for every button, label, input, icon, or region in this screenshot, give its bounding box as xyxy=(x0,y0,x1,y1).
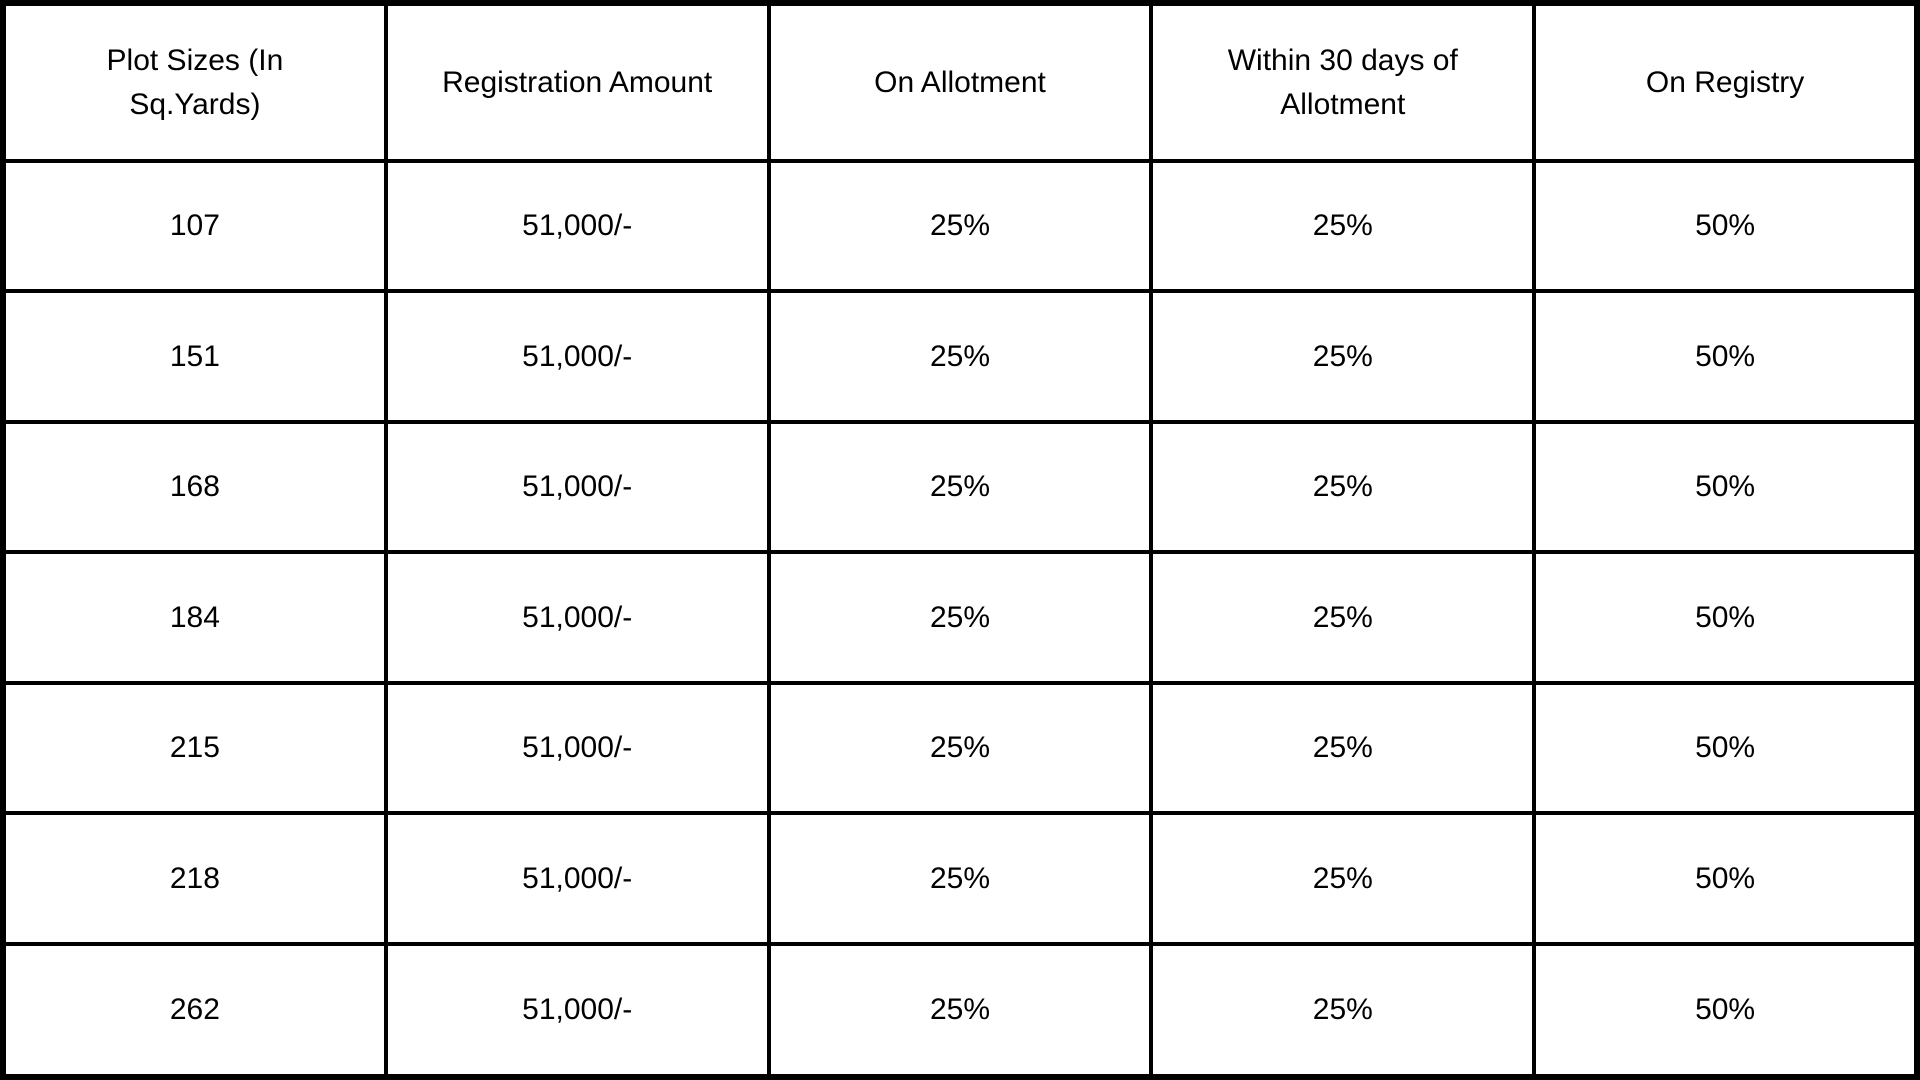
cell-on-allotment: 25% xyxy=(766,941,1154,1080)
cell-on-registry: 50% xyxy=(1532,158,1919,294)
cell-within-30-days: 25% xyxy=(1149,158,1537,294)
cell-registration-amount: 51,000/- xyxy=(383,289,771,424)
table-row: 184 51,000/- 25% 25% 50% xyxy=(1,550,1919,685)
cell-plot-size: 262 xyxy=(1,941,388,1080)
cell-registration-amount: 51,000/- xyxy=(383,680,771,816)
cell-within-30-days: 25% xyxy=(1149,419,1537,555)
column-header-within-30-days: Within 30 days of Allotment xyxy=(1149,1,1537,163)
cell-plot-size: 218 xyxy=(1,811,388,946)
table-row: 107 51,000/- 25% 25% 50% xyxy=(1,158,1919,294)
table-row: 151 51,000/- 25% 25% 50% xyxy=(1,289,1919,424)
table-body: 107 51,000/- 25% 25% 50% 151 51,000/- 25… xyxy=(1,158,1919,1080)
column-header-on-registry: On Registry xyxy=(1532,1,1919,163)
cell-on-registry: 50% xyxy=(1532,289,1919,424)
cell-within-30-days: 25% xyxy=(1149,550,1537,685)
cell-on-registry: 50% xyxy=(1532,941,1919,1080)
cell-plot-size: 107 xyxy=(1,158,388,294)
column-header-on-allotment: On Allotment xyxy=(766,1,1154,163)
cell-within-30-days: 25% xyxy=(1149,941,1537,1080)
cell-within-30-days: 25% xyxy=(1149,811,1537,946)
cell-registration-amount: 51,000/- xyxy=(383,811,771,946)
table-row: 218 51,000/- 25% 25% 50% xyxy=(1,811,1919,946)
cell-on-registry: 50% xyxy=(1532,419,1919,555)
cell-on-allotment: 25% xyxy=(766,811,1154,946)
cell-on-registry: 50% xyxy=(1532,811,1919,946)
table-header: Plot Sizes (In Sq.Yards) Registration Am… xyxy=(1,1,1919,163)
column-header-plot-sizes: Plot Sizes (In Sq.Yards) xyxy=(1,1,388,163)
cell-on-registry: 50% xyxy=(1532,680,1919,816)
cell-on-allotment: 25% xyxy=(766,550,1154,685)
cell-on-allotment: 25% xyxy=(766,419,1154,555)
cell-on-allotment: 25% xyxy=(766,158,1154,294)
table-row: 215 51,000/- 25% 25% 50% xyxy=(1,680,1919,816)
cell-on-allotment: 25% xyxy=(766,680,1154,816)
cell-registration-amount: 51,000/- xyxy=(383,941,771,1080)
cell-on-registry: 50% xyxy=(1532,550,1919,685)
header-row: Plot Sizes (In Sq.Yards) Registration Am… xyxy=(1,1,1919,163)
cell-registration-amount: 51,000/- xyxy=(383,158,771,294)
cell-registration-amount: 51,000/- xyxy=(383,550,771,685)
column-header-registration-amount: Registration Amount xyxy=(383,1,771,163)
cell-plot-size: 215 xyxy=(1,680,388,816)
table-row: 262 51,000/- 25% 25% 50% xyxy=(1,941,1919,1080)
cell-registration-amount: 51,000/- xyxy=(383,419,771,555)
cell-on-allotment: 25% xyxy=(766,289,1154,424)
table-row: 168 51,000/- 25% 25% 50% xyxy=(1,419,1919,555)
cell-within-30-days: 25% xyxy=(1149,680,1537,816)
cell-plot-size: 151 xyxy=(1,289,388,424)
cell-plot-size: 184 xyxy=(1,550,388,685)
cell-plot-size: 168 xyxy=(1,419,388,555)
cell-within-30-days: 25% xyxy=(1149,289,1537,424)
